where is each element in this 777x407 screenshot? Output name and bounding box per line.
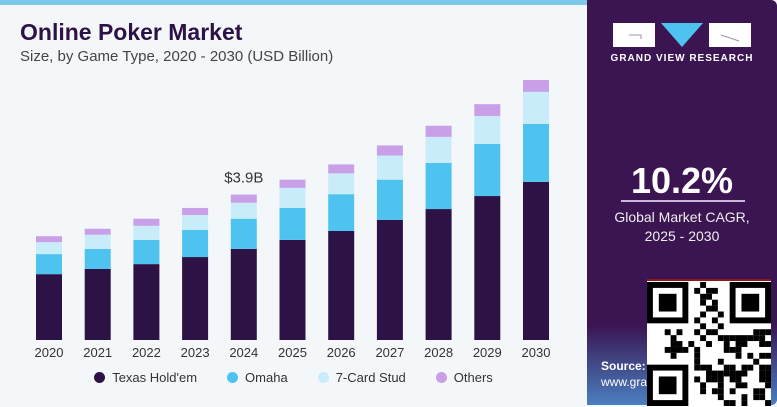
legend-item: Omaha	[227, 370, 288, 385]
legend-item: Texas Hold'em	[94, 370, 197, 385]
legend-label: 7-Card Stud	[335, 370, 406, 385]
bar-segment-2026-2	[328, 173, 355, 195]
bar-segment-2022-3	[133, 218, 160, 226]
bar-segment-2021-3	[84, 228, 111, 235]
bar-segment-2027-0	[376, 219, 403, 340]
bar-segment-2029-0	[474, 196, 501, 340]
legend-swatch	[317, 372, 329, 383]
legend-swatch	[94, 372, 106, 383]
legend-label: Omaha	[245, 370, 288, 385]
legend-item: 7-Card Stud	[317, 370, 406, 385]
bar-segment-2028-0	[425, 209, 452, 340]
bar-segment-2023-3	[182, 207, 209, 216]
bar-segment-2020-0	[36, 274, 62, 340]
bar-segment-2020-2	[36, 242, 62, 255]
top-accent-bar	[0, 0, 587, 5]
bar-segment-2026-3	[328, 164, 355, 174]
bar-segment-2020-1	[36, 254, 62, 275]
cagr-value: 10.2%	[630, 160, 734, 201]
bar-segment-2022-0	[133, 264, 160, 340]
x-tick-label: 2024	[229, 345, 258, 360]
bar-segment-2024-0	[230, 248, 257, 340]
x-tick-label: 2026	[327, 345, 356, 360]
bar-segment-2023-0	[182, 257, 209, 340]
bar-segment-2024-1	[230, 218, 257, 249]
bar-segment-2029-2	[474, 116, 501, 144]
bar-segment-2020-3	[36, 236, 62, 243]
bar-segment-2025-0	[279, 239, 306, 340]
bar-segment-2028-1	[425, 162, 452, 210]
source: Source: www.gra	[601, 358, 647, 390]
cagr-label-line2: 2025 - 2030	[644, 228, 720, 244]
legend-swatch	[435, 372, 447, 383]
legend: Texas Hold'em Omaha 7-Card Stud Others	[0, 370, 587, 385]
x-tick-label: 2022	[132, 345, 161, 360]
chart-title: Online Poker Market	[20, 19, 243, 45]
cagr-label: Global Market CAGR, 2025 - 2030	[587, 208, 777, 246]
x-tick-label: 2030	[522, 345, 551, 360]
divider	[621, 200, 745, 202]
x-tick-label: 2027	[375, 345, 404, 360]
bar-segment-2026-1	[328, 194, 355, 232]
x-tick-label: 2028	[424, 345, 453, 360]
bar-segment-2025-1	[279, 207, 306, 240]
bar-segment-2023-2	[182, 215, 209, 230]
bar-segment-2022-2	[133, 225, 160, 240]
bar-segment-2021-2	[84, 234, 111, 249]
bar-segment-2030-1	[523, 123, 549, 182]
x-tick-label: 2029	[473, 345, 502, 360]
bar-segment-2030-0	[523, 181, 549, 340]
bar-segment-2024-2	[230, 202, 257, 219]
stacked-bar-chart: 2020 2021 2022 2023 2024 $3.9B 2025 2026 2027 202…	[35, 79, 551, 360]
bar-segment-2021-1	[84, 248, 111, 269]
bar-segment-2030-2	[523, 91, 549, 124]
bar-segment-2025-2	[279, 187, 306, 208]
x-tick-label: 2020	[35, 345, 64, 360]
chart-subtitle: Size, by Game Type, 2020 - 2030 (USD Bil…	[20, 48, 334, 65]
bar-segment-2027-1	[376, 179, 403, 220]
chart-panel: Online Poker Market Size, by Game Type, …	[0, 0, 587, 385]
bar-segment-2024-3	[230, 194, 257, 203]
bar-segment-2025-3	[279, 179, 306, 188]
brand-name: GRAND VIEW RESEARCH	[610, 53, 754, 64]
bar-segment-2029-1	[474, 143, 501, 197]
grand-view-research-logo	[613, 23, 751, 47]
bar-segment-2022-1	[133, 239, 160, 265]
x-tick-label: 2021	[83, 345, 112, 360]
bar-segment-2030-3	[523, 79, 549, 92]
source-label: Source:	[601, 359, 646, 373]
data-label: $3.9B	[224, 170, 263, 187]
x-tick-label: 2023	[181, 345, 210, 360]
legend-label: Texas Hold'em	[112, 370, 198, 385]
bar-segment-2027-3	[376, 145, 403, 156]
qr-code[interactable]	[647, 279, 771, 407]
bar-segment-2023-1	[182, 229, 209, 258]
bar-segment-2026-0	[328, 231, 355, 340]
legend-label: Others	[453, 370, 493, 385]
bar-segment-2027-2	[376, 155, 403, 180]
source-url[interactable]: www.gra	[601, 375, 648, 389]
legend-item: Others	[435, 370, 493, 385]
bar-segment-2028-2	[425, 136, 452, 163]
bar-segment-2028-3	[425, 125, 452, 137]
bar-segment-2021-0	[84, 268, 111, 340]
cagr-label-line1: Global Market CAGR,	[614, 209, 750, 225]
legend-swatch	[227, 372, 239, 383]
bar-segment-2029-3	[474, 104, 501, 117]
x-tick-label: 2025	[278, 345, 307, 360]
